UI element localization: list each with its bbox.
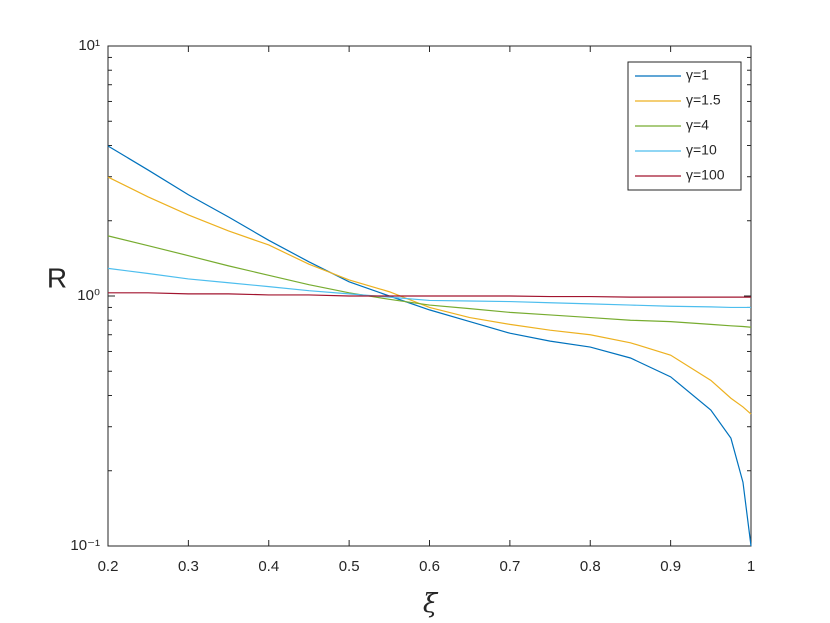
x-tick-label: 0.5 [339, 558, 360, 575]
y-tick-label: 10⁻¹ [70, 537, 100, 554]
line-series [107, 176, 752, 415]
x-tick-label: 0.3 [178, 558, 199, 575]
legend-label: γ=1 [686, 67, 709, 83]
x-tick-label: 1 [747, 558, 755, 575]
legend-label: γ=10 [686, 142, 717, 158]
x-tick-label: 0.7 [499, 558, 520, 575]
y-tick-label: 10¹ [78, 37, 100, 54]
x-tick-label: 0.8 [580, 558, 601, 575]
x-axis-label: ξ [423, 589, 439, 619]
legend-label: γ=100 [686, 167, 725, 183]
line-series [107, 145, 752, 547]
legend-label: γ=4 [686, 117, 709, 133]
y-tick-label: 10⁰ [77, 287, 100, 304]
x-tick-label: 0.2 [98, 558, 119, 575]
x-tick-label: 0.4 [258, 558, 279, 575]
line-series [107, 235, 752, 328]
line-series [107, 267, 751, 309]
x-tick-label: 0.6 [419, 558, 440, 575]
line-series [108, 292, 751, 298]
legend-label: γ=1.5 [686, 92, 721, 108]
x-tick-label: 0.9 [660, 558, 681, 575]
y-axis-label: R [47, 262, 67, 293]
legend-box [627, 61, 742, 191]
